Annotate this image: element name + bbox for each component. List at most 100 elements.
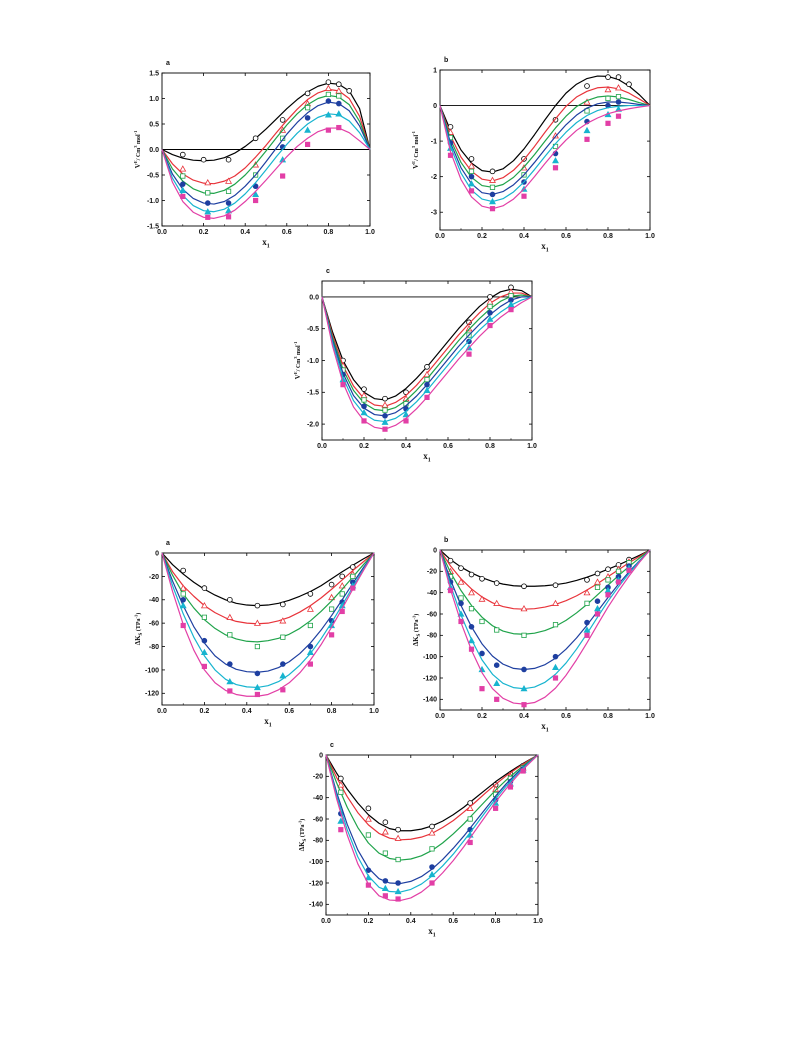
data-point: [486, 315, 494, 322]
y-tick-label: -120: [423, 675, 437, 682]
chart-ve-a: 0.0 0.2 0.4 0.6 0.8 1.0 -1.5 -1.0 -0.5 0.0 0.5 1.0 1…: [133, 60, 375, 250]
y-axis-label-rest2: ): [135, 613, 142, 615]
x-tick-label: 0.0: [157, 229, 167, 236]
y-tick-label: -0.5: [147, 172, 159, 179]
x-tick-label: 0.2: [199, 229, 209, 236]
data-point: [584, 632, 590, 638]
y-axis-label-rest: (TPa: [299, 824, 306, 838]
series-fit-line: [161, 552, 375, 689]
data-point: [304, 90, 311, 97]
series-4: [321, 296, 532, 419]
y-tick-label: -120: [145, 691, 159, 698]
series-fit-line: [161, 82, 371, 162]
data-point: [337, 781, 345, 788]
x-axis-label: x1: [428, 926, 436, 939]
series-1: [321, 284, 533, 402]
data-point: [605, 592, 611, 598]
y-tick-label: -140: [423, 697, 437, 704]
data-point: [507, 300, 515, 308]
x-tick-label: 0.8: [485, 443, 495, 450]
series-6: [439, 549, 651, 708]
data-point: [350, 585, 356, 591]
data-point: [364, 874, 372, 881]
data-point: [615, 84, 622, 91]
x-tick-label: 0.2: [477, 233, 487, 240]
series-fit-line: [161, 113, 371, 213]
y-tick-label: -1.0: [147, 198, 159, 205]
y-tick-label: 0.0: [149, 147, 159, 154]
x-tick-label: 0.4: [240, 229, 250, 236]
y-tick-label: -80: [313, 838, 323, 845]
y-tick-label: -140: [309, 902, 323, 909]
y-tick-label: -1.0: [307, 358, 319, 365]
data-point: [180, 193, 186, 200]
x-tick-label: 0.6: [448, 918, 458, 925]
data-point: [204, 200, 211, 206]
series-fit-line: [161, 552, 375, 625]
data-point: [307, 643, 314, 650]
x-tick-label: 0.6: [284, 708, 294, 715]
data-point: [584, 577, 590, 583]
data-point: [468, 156, 475, 162]
data-point: [457, 610, 465, 617]
data-point: [479, 686, 485, 692]
data-point: [492, 805, 499, 811]
data-point: [467, 839, 473, 846]
y-axis-label-sup: -1: [134, 614, 139, 618]
x-axis-label: x1: [423, 451, 431, 464]
x-tick-label: 0.2: [359, 443, 369, 450]
x-tick-label: 0.6: [561, 233, 571, 240]
data-point: [458, 618, 464, 625]
x-tick-label: 0.2: [477, 713, 487, 720]
data-point: [340, 382, 346, 388]
data-point: [254, 643, 260, 650]
panel-letter: a: [166, 540, 170, 547]
x-axis-label-sub: 1: [428, 458, 431, 464]
data-point: [394, 834, 402, 841]
series-fit-line: [161, 552, 375, 673]
data-point: [335, 81, 342, 88]
series-fit-line: [439, 549, 651, 587]
y-axis-label-rest: / Cm: [414, 148, 420, 162]
data-point: [180, 622, 186, 629]
x-tick-label: 1.0: [369, 708, 379, 715]
data-point: [594, 584, 601, 590]
data-point: [227, 661, 233, 667]
data-point: [615, 99, 622, 105]
data-point: [254, 602, 261, 609]
data-point: [365, 882, 372, 888]
data-point: [493, 679, 501, 686]
data-point: [226, 613, 234, 620]
data-point: [604, 85, 612, 93]
x-tick-label: 1.0: [527, 443, 537, 450]
x-tick-label: 0.8: [603, 233, 613, 240]
data-point: [201, 585, 208, 591]
series-fit-line: [161, 94, 371, 194]
data-point: [180, 151, 186, 158]
data-point: [605, 74, 611, 80]
series-1: [439, 549, 651, 590]
data-point: [306, 648, 314, 656]
y-axis-label-sub: S: [417, 633, 422, 636]
series-6: [161, 124, 371, 220]
data-point: [365, 832, 372, 838]
panel-letter: c: [326, 268, 330, 275]
data-point: [552, 165, 559, 171]
data-point: [225, 188, 232, 194]
data-point: [180, 596, 187, 603]
y-tick-label: 1: [433, 67, 437, 74]
series-fit-line: [161, 101, 371, 205]
data-point: [306, 605, 314, 612]
data-point: [552, 622, 559, 628]
chart-ks-b: 0.0 0.2 0.4 0.6 0.8 1.0 0 -20 -40 -60 -80 -100 -120 -…: [412, 537, 655, 734]
series-fit-line: [439, 75, 651, 173]
data-point: [179, 601, 187, 609]
data-point: [466, 804, 474, 811]
y-axis-label-rest2: mol: [136, 134, 142, 145]
data-point: [520, 605, 528, 612]
series-1: [439, 74, 651, 175]
data-point: [179, 584, 187, 591]
data-point: [201, 637, 208, 644]
data-point: [594, 570, 601, 577]
y-axis-label-main: V: [412, 164, 420, 169]
